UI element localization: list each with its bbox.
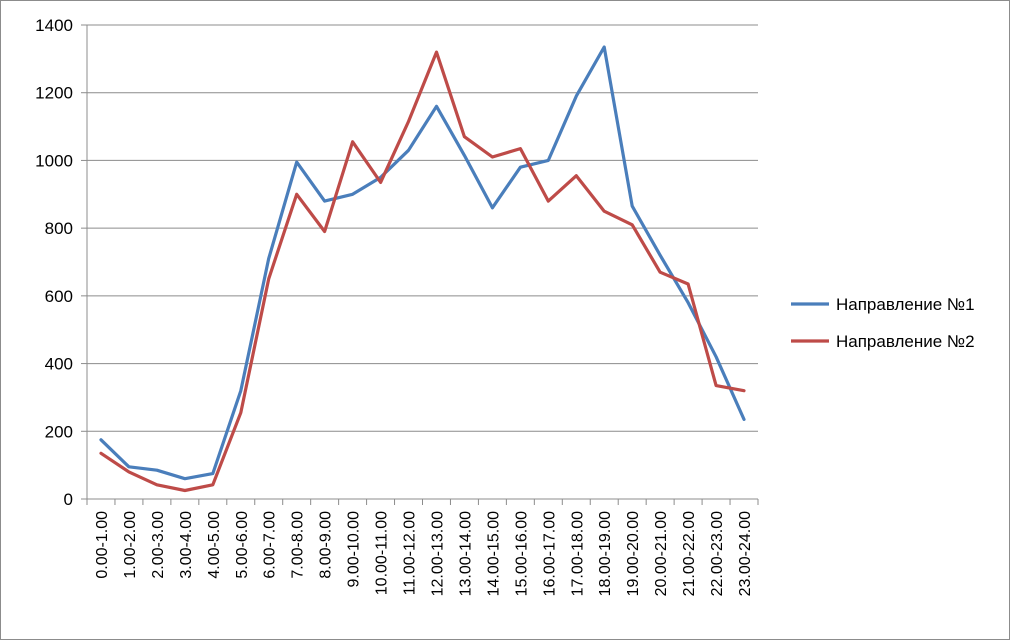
gridlines — [87, 24, 758, 432]
data-point — [211, 472, 215, 475]
data-point — [575, 94, 578, 98]
y-tick-label: 400 — [45, 355, 73, 374]
x-tick-label: 9.00-10.00 — [346, 511, 363, 588]
series-line-2 — [99, 50, 746, 493]
data-point — [155, 469, 159, 472]
y-axis-ticks: 0 200 400 600 800 1000 1200 1400 — [35, 16, 87, 509]
data-point — [127, 465, 131, 469]
y-tick-label: 1400 — [35, 16, 73, 35]
data-point — [742, 389, 746, 392]
data-point — [239, 411, 242, 414]
data-point — [463, 154, 466, 157]
data-point — [99, 438, 103, 441]
x-axis-ticks: 0.00-1.00 1.00-2.00 2.00-3.00 3.00-4.00 4.00… — [86, 499, 759, 597]
data-point — [742, 418, 746, 421]
y-tick-label: 1200 — [35, 84, 73, 103]
data-point — [379, 181, 382, 184]
x-tick-label: 7.00-8.00 — [290, 511, 307, 579]
data-point — [183, 477, 187, 480]
data-point — [491, 155, 494, 159]
data-point — [519, 147, 522, 150]
x-tick-label: 21.00-22.00 — [681, 511, 698, 597]
data-point — [714, 355, 718, 358]
data-point — [99, 452, 103, 455]
data-point — [323, 199, 326, 203]
data-point — [407, 120, 410, 123]
data-point — [127, 470, 131, 474]
x-tick-label: 19.00-20.00 — [625, 511, 642, 597]
x-tick-label: 16.00-17.00 — [541, 511, 558, 597]
data-point — [351, 140, 354, 144]
x-tick-label: 4.00-5.00 — [206, 511, 223, 579]
x-tick-label: 8.00-9.00 — [318, 511, 335, 579]
data-point — [547, 159, 550, 162]
data-point — [323, 230, 326, 233]
x-tick-label: 1.00-2.00 — [122, 511, 139, 579]
data-point — [630, 223, 634, 226]
data-point — [519, 166, 522, 169]
x-tick-label: 5.00-6.00 — [234, 511, 251, 579]
data-point — [603, 210, 606, 213]
x-tick-label: 14.00-15.00 — [485, 511, 502, 597]
x-tick-label: 15.00-16.00 — [513, 511, 530, 597]
data-point — [267, 277, 270, 281]
x-tick-label: 22.00-23.00 — [709, 511, 726, 597]
legend-label-1: Направление №1 — [836, 295, 975, 314]
legend: Направление №1 Направление №2 — [791, 295, 975, 351]
data-point — [714, 384, 718, 387]
data-point — [295, 193, 298, 196]
data-point — [351, 193, 354, 196]
axes — [86, 25, 758, 500]
y-tick-label: 600 — [45, 287, 73, 306]
y-tick-label: 800 — [45, 219, 73, 238]
x-tick-label: 20.00-21.00 — [653, 511, 670, 597]
data-point — [547, 199, 550, 203]
series-lines — [99, 45, 746, 493]
data-point — [491, 206, 494, 210]
x-tick-label: 18.00-19.00 — [597, 511, 614, 597]
data-point — [686, 301, 690, 304]
data-point — [155, 483, 159, 486]
x-tick-label: 17.00-18.00 — [569, 511, 586, 597]
data-point — [267, 257, 270, 260]
data-point — [658, 254, 662, 257]
data-point — [183, 489, 187, 492]
y-tick-label: 200 — [45, 422, 73, 441]
data-point — [435, 105, 438, 108]
x-tick-label: 23.00-24.00 — [737, 511, 754, 597]
x-tick-label: 6.00-7.00 — [262, 511, 279, 579]
x-tick-label: 11.00-12.00 — [402, 511, 419, 595]
series-line-1 — [99, 45, 746, 481]
x-tick-label: 13.00-14.00 — [457, 511, 474, 597]
x-tick-label: 0.00-1.00 — [94, 511, 111, 579]
data-point — [295, 160, 298, 164]
x-tick-label: 10.00-11.00 — [374, 511, 391, 595]
x-tick-label: 3.00-4.00 — [178, 511, 195, 579]
data-point — [603, 45, 606, 49]
data-point — [658, 270, 662, 274]
data-point — [239, 389, 242, 392]
x-tick-label: 2.00-3.00 — [150, 511, 167, 579]
legend-label-2: Направление №2 — [836, 332, 975, 351]
y-tick-label: 1000 — [35, 151, 73, 170]
data-point — [686, 282, 690, 286]
data-point — [211, 483, 215, 486]
data-point — [435, 50, 438, 54]
data-point — [407, 149, 410, 152]
x-tick-label: 12.00-13.00 — [429, 511, 446, 597]
data-point — [575, 174, 578, 177]
y-tick-label: 0 — [64, 490, 73, 509]
data-point — [630, 204, 634, 208]
data-point — [463, 135, 466, 138]
